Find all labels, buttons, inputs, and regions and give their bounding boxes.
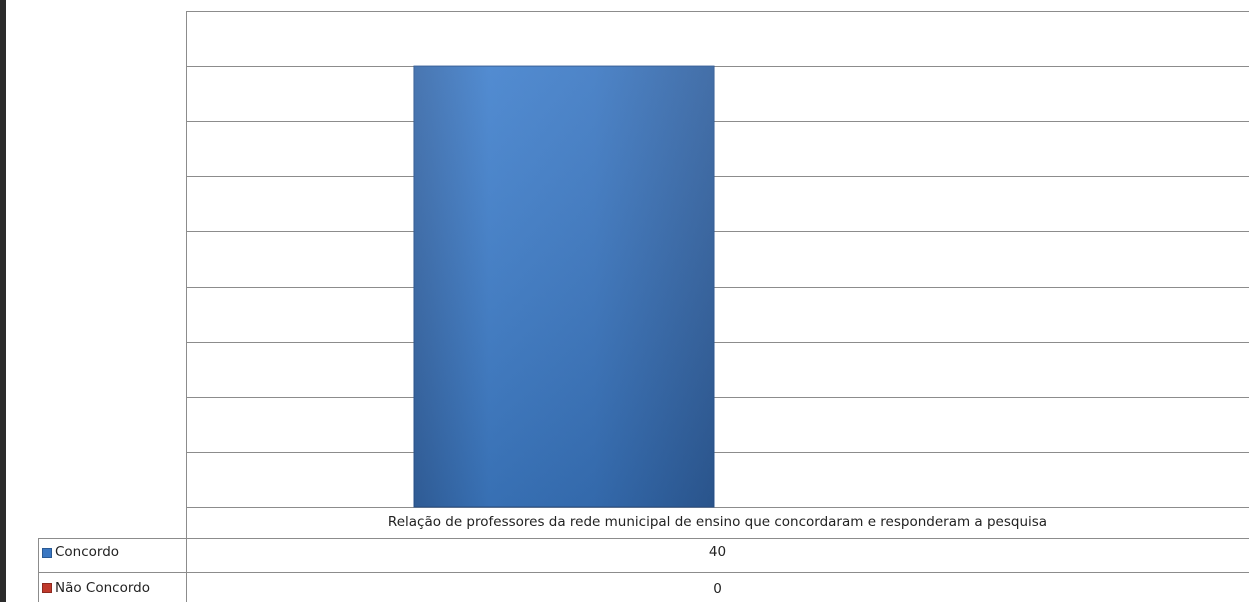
bars	[413, 65, 715, 508]
legend-label-nao-concordo: Não Concordo	[55, 580, 150, 596]
category-label: Relação de professores da rede municipal…	[387, 514, 1048, 530]
legend-label-concordo: Concordo	[55, 544, 120, 560]
legend-swatch-nao-concordo	[42, 583, 52, 593]
gridlines	[186, 11, 1249, 508]
value-concordo: 40	[708, 544, 727, 560]
window-left-border	[0, 0, 6, 602]
data-table	[38, 507, 1249, 602]
legend-swatch-concordo	[42, 548, 52, 558]
value-nao-concordo: 0	[713, 581, 722, 597]
bar-shading	[414, 66, 714, 507]
